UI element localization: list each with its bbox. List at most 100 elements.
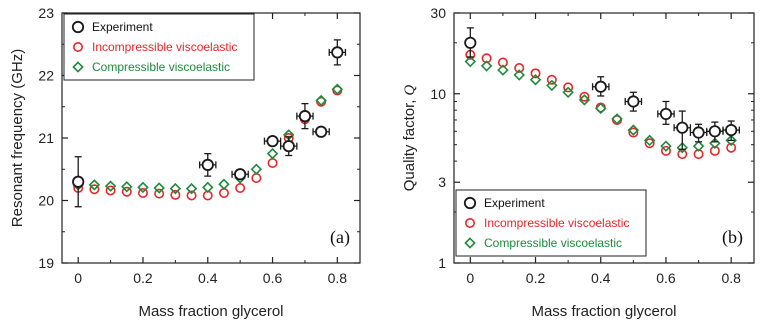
y-tick-label: 10 (430, 86, 446, 102)
legend: Experiment Incompressible viscoelastic Com… (63, 13, 255, 81)
legend-label: Incompressible viscoelastic (484, 216, 629, 230)
legend-marker-1 (73, 41, 84, 52)
plot-frame (453, 12, 755, 264)
legend-marker-0 (71, 20, 85, 34)
y-axis-label-symbol: Q (402, 85, 418, 96)
data-point-compressible (725, 134, 737, 147)
data-point-experiment (234, 168, 247, 181)
x-tick-label: 0 (74, 270, 82, 286)
data-point-compressible (595, 102, 607, 115)
data-point-compressible (660, 140, 672, 152)
y-axis-label: Quality factor, Q (401, 85, 418, 192)
x-tick-label: 0.2 (526, 270, 546, 286)
data-point-incompressible (514, 62, 525, 73)
data-point-incompressible (267, 158, 278, 169)
x-axis-label: Mass fraction glycerol (531, 303, 676, 320)
data-point-compressible (250, 163, 263, 175)
data-point-compressible (627, 124, 640, 136)
y-tick-label: 1 (438, 255, 446, 271)
data-point-compressible (611, 113, 623, 125)
legend-box (63, 13, 255, 81)
data-point-experiment (464, 36, 477, 49)
legend-marker-1 (464, 218, 475, 229)
data-point-compressible (513, 69, 525, 81)
y-tick-label: 20 (38, 193, 54, 209)
data-point-compressible (643, 134, 656, 147)
x-tick-label: 0 (466, 270, 474, 286)
data-point-experiment (708, 125, 721, 138)
data-point-experiment (692, 126, 705, 139)
data-point-compressible (88, 179, 101, 191)
data-point-incompressible (726, 142, 737, 153)
legend-label: Incompressible viscoelastic (92, 40, 237, 54)
data-point-incompressible (579, 91, 590, 102)
data-point-compressible (497, 64, 509, 76)
data-point-experiment (201, 158, 214, 171)
legend-marker-2 (464, 237, 476, 249)
data-point-compressible (562, 86, 574, 99)
data-point-experiment (627, 95, 640, 108)
panel-label: (b) (722, 227, 743, 248)
data-point-compressible (315, 94, 327, 107)
panel-a: 0 0.2 0.4 0.6 0.8 19 20 21 22 23 Mass fraction gly… (9, 5, 361, 320)
data-point-incompressible (170, 189, 181, 200)
data-point-incompressible (628, 127, 639, 138)
data-point-experiment (676, 121, 689, 134)
data-point-experiment (315, 125, 328, 138)
legend-marker-0 (463, 196, 477, 210)
y-tick-label: 19 (38, 255, 54, 271)
x-tick-label: 0.6 (263, 270, 283, 286)
data-point-incompressible (235, 183, 246, 194)
data-point-experiment (298, 110, 312, 123)
data-point-incompressible (644, 138, 655, 149)
data-point-experiment (594, 80, 607, 93)
data-point-compressible (137, 181, 149, 194)
data-point-experiment (659, 107, 673, 121)
series-experiment (464, 27, 740, 150)
data-point-incompressible (497, 57, 508, 68)
data-point-incompressible (481, 53, 492, 64)
legend-box (455, 189, 647, 257)
y-tick-label: 22 (38, 68, 54, 84)
y-tick-label: 3 (438, 174, 446, 190)
data-point-compressible (331, 83, 344, 95)
data-point-compressible (464, 55, 477, 68)
x-tick-label: 0.4 (198, 270, 218, 286)
data-point-compressible (480, 60, 493, 72)
x-tick-label: 0.4 (591, 270, 611, 286)
data-point-incompressible (251, 173, 262, 184)
data-point-experiment (266, 135, 279, 148)
data-point-compressible (578, 94, 591, 106)
data-point-compressible (169, 182, 182, 195)
x-tick-label: 0.8 (721, 270, 741, 286)
legend: Experiment Incompressible viscoelastic Com… (455, 189, 647, 257)
series-compressible-viscoelastic (464, 55, 737, 154)
x-tick-label: 0.8 (328, 270, 348, 286)
series-compressible-viscoelastic (72, 83, 344, 195)
data-point-incompressible (218, 188, 229, 199)
data-point-incompressible (709, 145, 720, 156)
x-axis-label: Mass fraction glycerol (138, 303, 283, 320)
panel-b: 0 0.2 0.4 0.6 0.8 1 3 10 30 Mass fraction glycero… (401, 5, 755, 320)
legend-label: Experiment (484, 196, 545, 210)
data-point-incompressible (186, 190, 197, 201)
panel-label: (a) (330, 227, 350, 248)
data-point-experiment (72, 175, 85, 188)
data-point-compressible (546, 79, 558, 92)
legend-label: Compressible viscoelastic (484, 236, 622, 250)
data-point-compressible (185, 182, 198, 195)
data-point-compressible (676, 141, 688, 154)
y-axis-label-text: Resonant frequency (GHz) (9, 49, 26, 227)
y-tick-label: 30 (430, 5, 446, 21)
legend-marker-2 (72, 61, 84, 73)
data-point-compressible (121, 181, 133, 193)
y-axis-label: Resonant frequency (GHz) (9, 49, 26, 227)
y-tick-label: 23 (38, 5, 54, 21)
data-point-compressible (202, 181, 214, 194)
legend-label: Experiment (92, 20, 153, 34)
data-point-compressible (153, 182, 165, 194)
series-experiment (72, 39, 347, 208)
data-point-incompressible (677, 149, 688, 160)
x-tick-label: 0.6 (656, 270, 676, 286)
